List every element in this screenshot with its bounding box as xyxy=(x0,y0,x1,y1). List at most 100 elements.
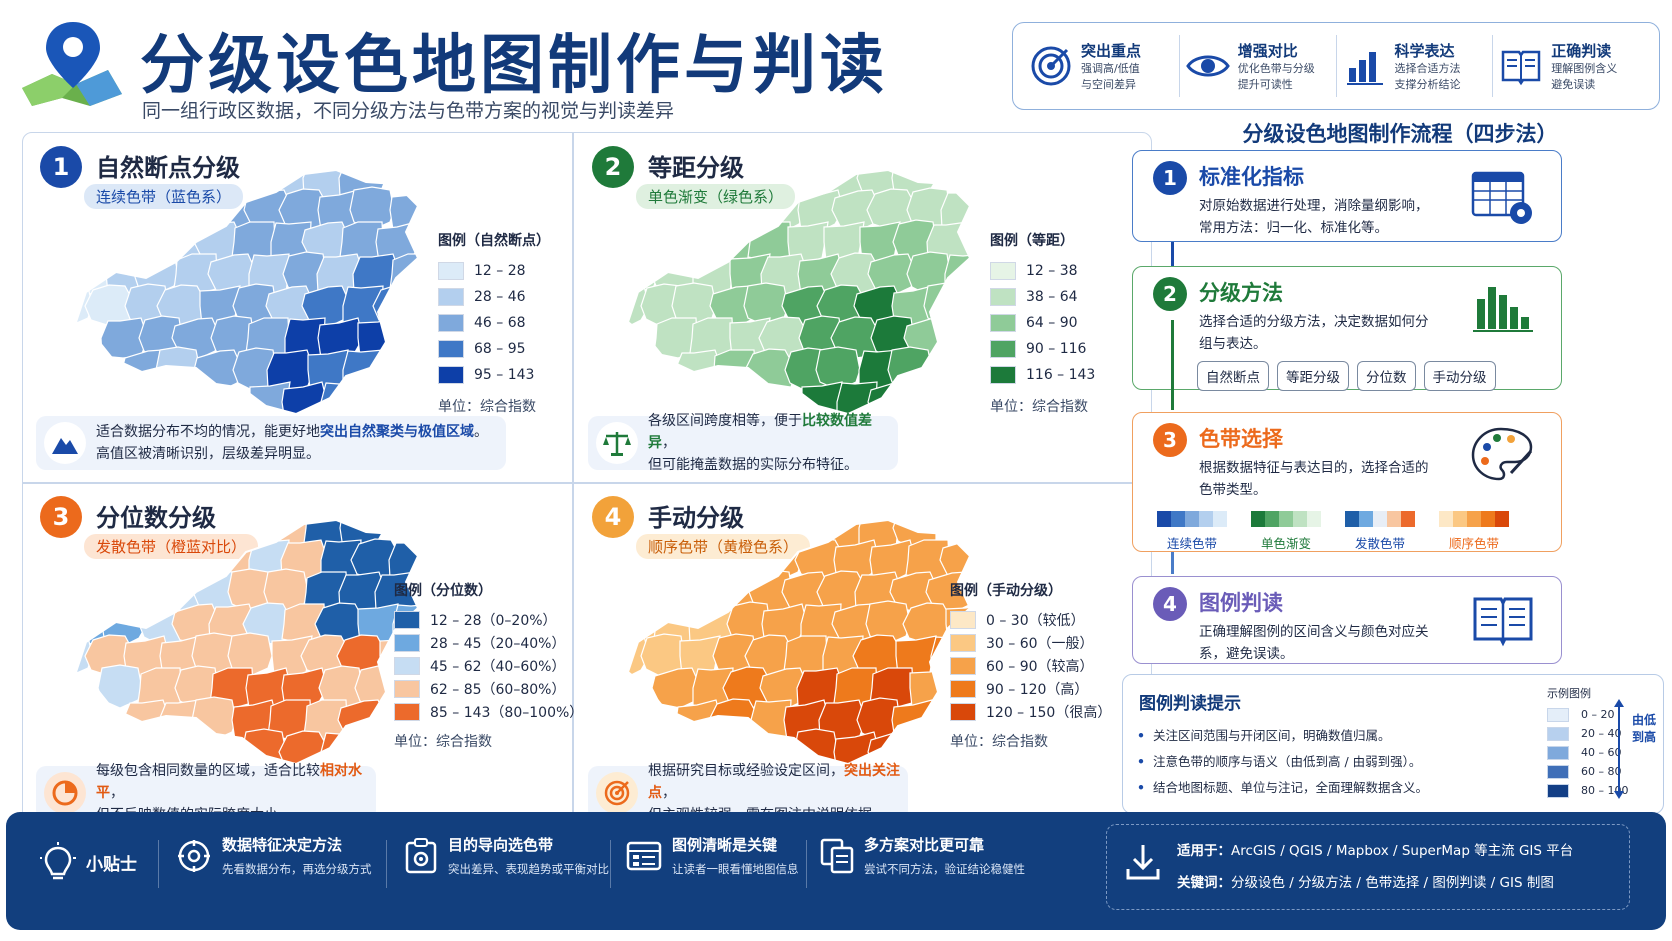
map-outline xyxy=(74,168,420,416)
note-text: ， xyxy=(110,785,124,801)
ramp-continuous[interactable]: 连续色带 xyxy=(1157,511,1227,552)
legend-label: 28 – 45（20–40%） xyxy=(430,635,566,652)
example-swatch xyxy=(1547,726,1569,741)
map-region xyxy=(783,520,830,549)
step-desc: 根据数据特征与表达目的，选择合适的色带类型。 xyxy=(1199,460,1429,498)
apply-text: ArcGIS / QGIS / Mapbox / SuperMap 等主流 GI… xyxy=(1231,843,1574,859)
legend-panel-icon xyxy=(626,841,662,870)
note-text: ， xyxy=(662,435,676,451)
map-region xyxy=(235,520,277,549)
map-region xyxy=(388,539,418,581)
panel-equal-interval: 2 等距分级 单色渐变（绿色系） 图例（等距） 12 – 38 38 – 64 … xyxy=(574,132,1134,482)
map-region xyxy=(833,539,880,581)
feature-desc: 与空间差异 xyxy=(1081,77,1136,91)
ramp-bar xyxy=(1157,511,1227,527)
note-highlight: 突出关注点 xyxy=(648,763,900,801)
ramp-diverging[interactable]: 发散色带 xyxy=(1345,511,1415,552)
flow-arrow xyxy=(1171,242,1174,266)
footer-item-title: 数据特征决定方法 xyxy=(222,836,343,854)
ramp-label: 连续色带 xyxy=(1166,536,1217,551)
legend-row: 28 – 46 xyxy=(438,284,550,310)
legend-swatch xyxy=(438,366,464,384)
step-desc: 正确理解图例的区间含义与颜色对应关系，避免误读。 xyxy=(1199,624,1429,662)
compass-gear-icon xyxy=(178,839,210,872)
legend-swatch xyxy=(394,702,420,721)
map-region xyxy=(887,346,933,391)
footer-divider xyxy=(806,840,807,888)
panel-divider-horizontal xyxy=(22,482,1152,484)
legend-swatch xyxy=(950,679,976,698)
legend-swatch xyxy=(438,340,464,358)
footer-item-desc: 尝试不同方法，验证结论稳健性 xyxy=(864,862,1025,876)
step-number: 1 xyxy=(1153,161,1187,195)
page-subtitle: 同一组行政区数据，不同分级方法与色带方案的视觉与判读差异 xyxy=(142,100,675,122)
legend-label: 46 – 68 xyxy=(474,315,526,331)
mountain-icon xyxy=(44,422,86,464)
legend-label: 90 – 116 xyxy=(1026,341,1087,357)
legend-row: 85 – 143（80–100%） xyxy=(394,700,583,723)
step-classification: 2 分级方法 选择合适的分级方法，决定数据如何分组与表达。 自然断点 等距分级 … xyxy=(1132,266,1562,391)
legend-label: 116 – 143 xyxy=(1026,367,1096,383)
example-legend-title: 示例图例 xyxy=(1547,687,1591,700)
footer-divider xyxy=(158,840,159,888)
footer-item-title: 多方案对比更可靠 xyxy=(864,836,985,854)
chip-quantile[interactable]: 分位数 xyxy=(1357,361,1416,391)
footer-divider xyxy=(386,840,387,888)
legend-title: 图例（等距） xyxy=(990,233,1074,249)
footer-item: 目的导向选色带 突出差异、表现趋势或平衡对比 xyxy=(404,834,609,877)
ramp-sequential[interactable]: 顺序色带 xyxy=(1439,511,1509,552)
legend-row: 120 – 150（很高） xyxy=(950,700,1111,723)
note-text: ， xyxy=(662,785,676,801)
legend: 图例（分位数） 12 – 28（0–20%） 28 – 45（20–40%） 4… xyxy=(394,580,583,751)
map-region xyxy=(389,253,418,295)
feature-interpretation: 正确判读 理解图例含义 避免误读 xyxy=(1493,35,1649,97)
legend-tips-box: 图例判读提示 关注区间范围与开闭区间，明确数值归属。 注意色带的顺序与语义（由低… xyxy=(1122,674,1664,814)
choropleth-map xyxy=(74,518,420,766)
legend-swatch xyxy=(950,610,976,629)
map-region xyxy=(266,349,315,391)
keywords-line: 关键词：分级设色 / 分级方法 / 色带选择 / 图例判读 / GIS 制图 xyxy=(1177,871,1554,891)
palette-icon xyxy=(1471,427,1533,481)
legend-row: 60 – 90（较高） xyxy=(950,654,1111,677)
note-text-line2: 高值区被清晰识别，层级差异明显。 xyxy=(96,446,320,462)
legend-swatch xyxy=(438,288,464,306)
chip-manual[interactable]: 手动分级 xyxy=(1423,361,1496,391)
keywords-label: 关键词： xyxy=(1177,875,1231,891)
feature-desc: 提升可读性 xyxy=(1237,77,1293,91)
legend-label: 85 – 143（80–100%） xyxy=(430,704,584,721)
feature-highlight: 突出重点 强调高/低值 与空间差异 xyxy=(1023,35,1180,97)
chip-equal-interval[interactable]: 等距分级 xyxy=(1277,361,1349,391)
legend-swatch xyxy=(394,656,420,675)
apply-label: 适用于： xyxy=(1177,843,1231,859)
example-swatch xyxy=(1547,707,1569,722)
legend-swatch xyxy=(950,702,976,721)
legend-swatch xyxy=(990,366,1016,384)
legend-label: 120 – 150（很高） xyxy=(986,704,1112,721)
tip-item: 注意色带的顺序与语义（由低到高 / 由弱到强）。 xyxy=(1137,749,1428,775)
note-text: 。 xyxy=(474,424,488,440)
chip-natural-breaks[interactable]: 自然断点 xyxy=(1197,361,1269,391)
note-text: 适合数据分布不均的情况，能更好地 xyxy=(96,424,320,440)
map-region xyxy=(783,170,830,199)
footer-item: 图例清晰是关键 让读者一眼看懂地图信息 xyxy=(626,834,799,877)
tips-label: 小贴士 xyxy=(86,854,137,875)
ramp-bar xyxy=(1439,511,1509,527)
legend-swatch xyxy=(990,262,1016,280)
tips-list: 关注区间范围与开闭区间，明确数值归属。 注意色带的顺序与语义（由低到高 / 由弱… xyxy=(1137,723,1428,801)
apply-line: 适用于：ArcGIS / QGIS / Mapbox / SuperMap 等主… xyxy=(1177,839,1573,859)
legend-swatch xyxy=(990,314,1016,332)
legend-swatch xyxy=(394,610,420,629)
example-label: 20 – 40 xyxy=(1581,727,1622,740)
ramp-single-hue[interactable]: 单色渐变 xyxy=(1251,511,1321,552)
map-region xyxy=(939,539,970,581)
legend-title: 图例（手动分级） xyxy=(950,583,1062,599)
legend-title: 图例（自然断点） xyxy=(438,233,550,249)
footer-item-desc: 让读者一眼看懂地图信息 xyxy=(672,862,799,876)
tip-item: 关注区间范围与开闭区间，明确数值归属。 xyxy=(1137,723,1428,749)
ramp-bar xyxy=(1251,511,1321,527)
map-region xyxy=(227,632,273,677)
example-row: 0 – 20 xyxy=(1547,705,1629,724)
footer-tips-label: 小贴士 xyxy=(40,842,137,882)
step-title: 色带选择 xyxy=(1199,427,1283,451)
feature-science: 科学表达 选择合适方法 支撑分析结论 xyxy=(1337,35,1494,97)
